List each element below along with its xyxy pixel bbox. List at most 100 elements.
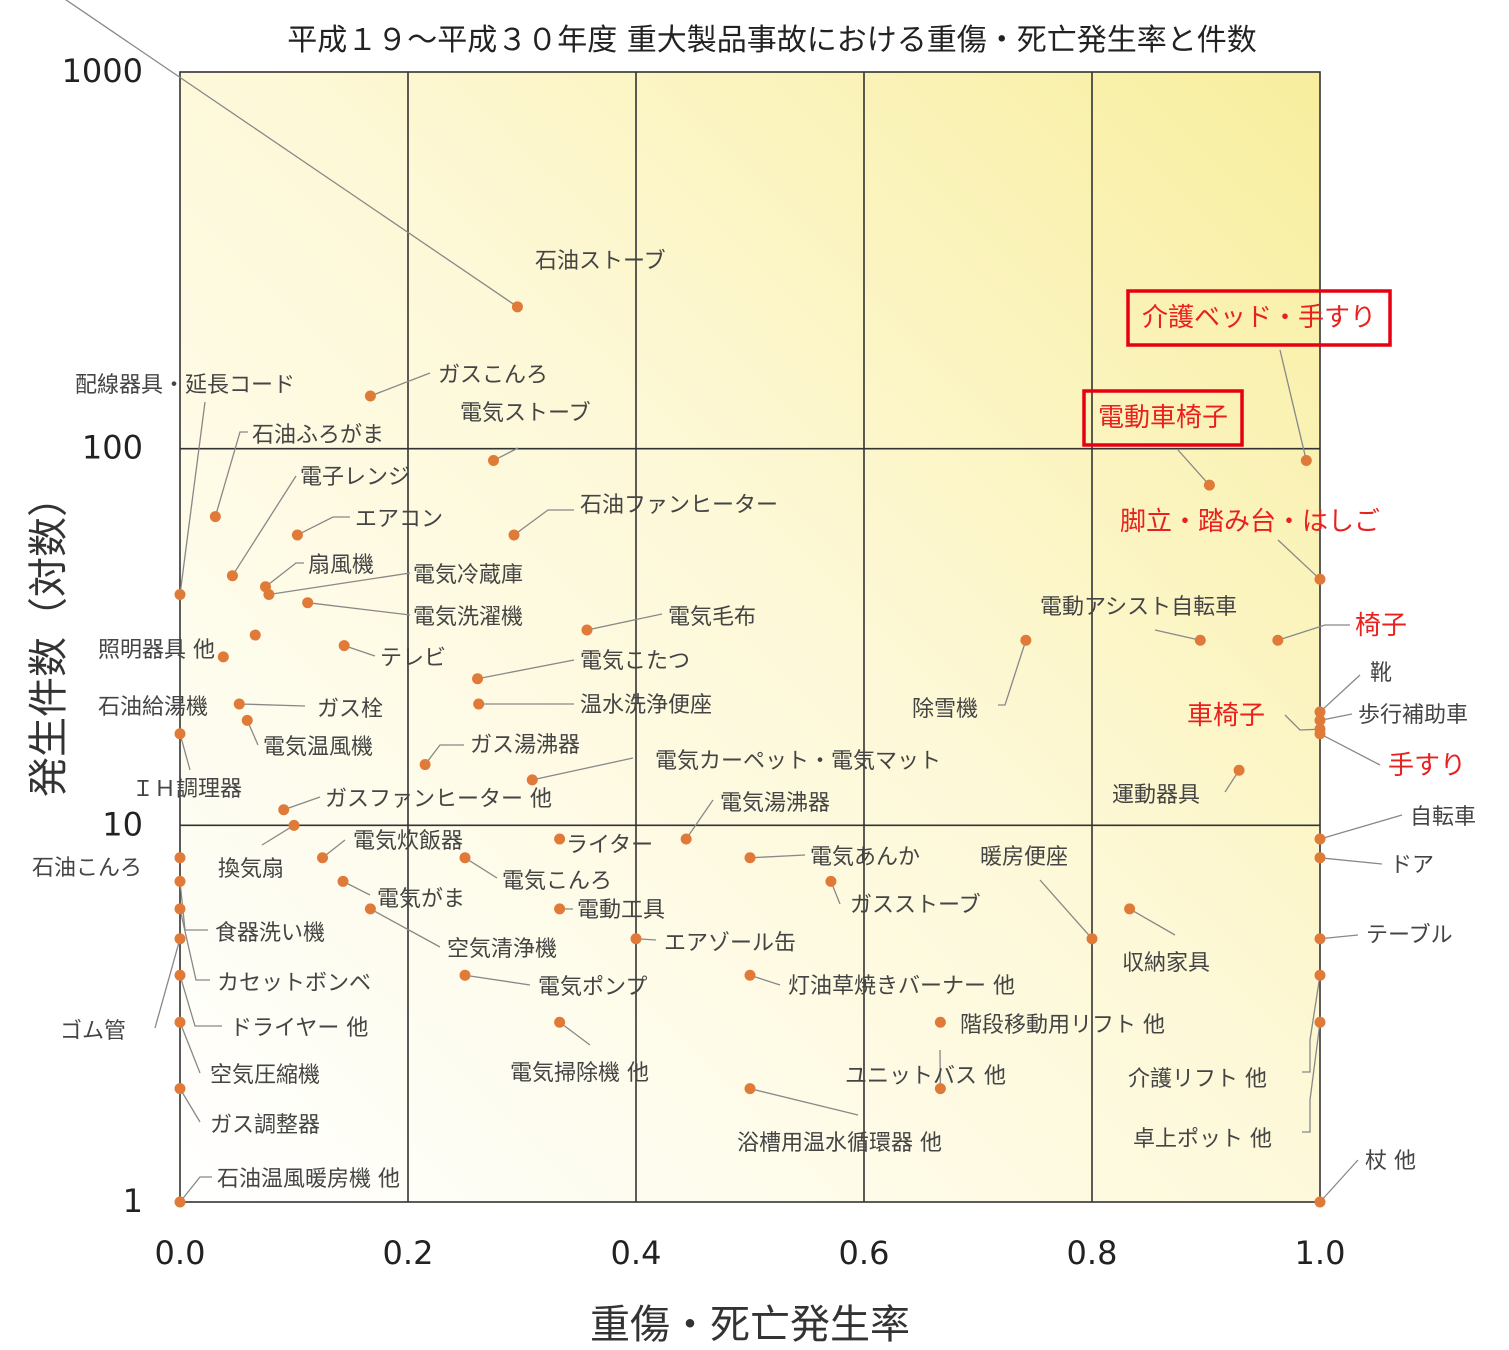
x-axis-title: 重傷・死亡発生率 xyxy=(590,1302,910,1348)
label-杖-他: 杖 他 xyxy=(1365,1149,1416,1174)
leader-ドア xyxy=(1319,857,1383,865)
label-電気湯沸器: 電気湯沸器 xyxy=(720,791,830,816)
leader-石油ストーブ xyxy=(65,0,518,308)
label-テレビ: テレビ xyxy=(380,646,446,671)
point-配線器具-延長コード xyxy=(174,589,186,601)
point-除雪機 xyxy=(1020,634,1032,646)
x-axis-ticks: 0.0 0.2 0.4 0.6 0.8 1.0 xyxy=(155,1234,1346,1272)
leader-暖房便座 xyxy=(1039,879,1093,940)
point-電動工具 xyxy=(554,903,566,915)
leader-ガスこんろ xyxy=(370,372,431,397)
label-電気ポンプ: 電気ポンプ xyxy=(538,975,647,1000)
point-電気カーペット-電気マット xyxy=(526,774,538,786)
point-照明器具-他 xyxy=(249,629,261,641)
point-石油ファンヒーター xyxy=(508,529,520,541)
point-ドア xyxy=(1314,852,1326,864)
leader-除雪機 xyxy=(998,640,1027,706)
point-介護リフト-他 xyxy=(1314,969,1326,981)
label-収納家具: 収納家具 xyxy=(1122,951,1210,976)
chart-title: 平成１９～平成３０年度 重大製品事故における重傷・死亡発生率と件数 xyxy=(287,23,1257,58)
label-運動器具: 運動器具 xyxy=(1112,783,1200,808)
point-石油ふろがま xyxy=(209,511,221,523)
label-介護ベッド-手すり: 介護ベッド・手すり xyxy=(1142,303,1376,333)
label-電気洗濯機: 電気洗濯機 xyxy=(413,605,523,630)
label-電気がま: 電気がま xyxy=(377,887,465,912)
leader-ガス栓 xyxy=(239,703,306,707)
label-石油こんろ: 石油こんろ xyxy=(32,856,142,881)
point-ガス栓 xyxy=(233,698,245,710)
point-ガスこんろ xyxy=(364,390,376,402)
leader-石油ふろがま xyxy=(214,431,248,517)
leader-ガス調整器 xyxy=(179,1088,201,1123)
label-空気清浄機: 空気清浄機 xyxy=(447,937,557,962)
label-温水洗浄便座: 温水洗浄便座 xyxy=(580,693,712,718)
label-石油給湯機: 石油給湯機 xyxy=(98,695,208,720)
label-自転車: 自転車 xyxy=(1410,805,1476,830)
point-電気炊飯器 xyxy=(317,852,328,864)
leader-手すり xyxy=(1319,733,1381,766)
label-電気冷蔵庫: 電気冷蔵庫 xyxy=(413,563,523,588)
point-石油こんろ xyxy=(174,852,186,864)
leader-石油ファンヒーター xyxy=(513,509,574,536)
point-ゴム管 xyxy=(174,933,186,945)
leader-エアコン xyxy=(297,516,350,536)
label-電気カーペット-電気マット: 電気カーペット・電気マット xyxy=(655,749,941,774)
leader-換気扇 xyxy=(261,824,295,846)
label-歩行補助車: 歩行補助車 xyxy=(1358,703,1468,728)
point-食器洗い機 xyxy=(174,875,186,887)
label-電気毛布: 電気毛布 xyxy=(668,605,756,630)
leader-浴槽用温水循環器-他 xyxy=(749,1087,859,1116)
y-tick-10: 10 xyxy=(102,805,143,843)
point-温水洗浄便座 xyxy=(473,698,485,710)
label-電気ストーブ: 電気ストーブ xyxy=(460,401,591,426)
y-tick-1: 1 xyxy=(123,1182,143,1220)
label-手すり: 手すり xyxy=(1388,751,1466,781)
point-ガス湯沸器 xyxy=(419,759,431,771)
point-電気洗濯機 xyxy=(302,597,314,609)
label-ガスこんろ: ガスこんろ xyxy=(438,363,548,388)
label-ライター: ライター xyxy=(566,833,653,858)
point-ガス調整器 xyxy=(174,1083,186,1095)
label-配線器具-延長コード: 配線器具・延長コード xyxy=(75,373,295,398)
leader-空気圧縮機 xyxy=(179,1022,201,1074)
label-靴: 靴 xyxy=(1370,661,1392,686)
leader-卓上ポット-他 xyxy=(1302,1022,1321,1133)
point-電気ポンプ xyxy=(459,969,471,981)
label-カセットボンベ: カセットボンベ xyxy=(217,971,371,996)
point-電気がま xyxy=(337,875,349,887)
point-電気こんろ xyxy=(459,852,471,864)
leader-靴 xyxy=(1319,674,1361,713)
point-エアコン xyxy=(291,529,303,541)
label-石油ふろがま: 石油ふろがま xyxy=(252,423,384,448)
label-介護リフト-他: 介護リフト 他 xyxy=(1128,1067,1267,1092)
point-歩行補助車 xyxy=(1314,714,1326,726)
leader-空気清浄機 xyxy=(370,908,441,948)
leader-電子レンジ xyxy=(231,475,297,577)
leader-電気カーペット-電気マット xyxy=(532,757,634,781)
label-ドライヤー-他: ドライヤー 他 xyxy=(230,1016,368,1041)
label-扇風機: 扇風機 xyxy=(308,553,374,578)
label-車椅子: 車椅子 xyxy=(1187,701,1265,731)
leader-ＩＨ調理器 xyxy=(179,733,191,771)
label-除雪機: 除雪機 xyxy=(912,697,978,722)
data-points xyxy=(174,301,1326,1208)
point-手すり xyxy=(1314,728,1326,740)
point-石油温風暖房機-他 xyxy=(174,1196,186,1208)
point-ドライヤー-他 xyxy=(174,969,186,981)
point-杖-他 xyxy=(1314,1196,1326,1208)
leader-脚立-踏み台-はしご xyxy=(1277,539,1321,580)
label-電気掃除機-他: 電気掃除機 他 xyxy=(510,1061,649,1086)
point-階段移動用リフト-他 xyxy=(934,1016,946,1028)
highlight-box-電動車椅子 xyxy=(1082,389,1244,447)
point-空気清浄機 xyxy=(364,903,376,915)
leader-電気あんか xyxy=(749,854,806,859)
leader-テーブル xyxy=(1319,934,1359,940)
label-電気こたつ: 電気こたつ xyxy=(580,649,690,674)
label-灯油草焼きバーナー-他: 灯油草焼きバーナー 他 xyxy=(788,974,1015,999)
label-ガス調整器: ガス調整器 xyxy=(210,1113,320,1138)
point-カセットボンベ xyxy=(174,903,186,915)
point-ライター xyxy=(554,833,566,845)
label-電子レンジ: 電子レンジ xyxy=(300,465,410,490)
point-電動アシスト自転車 xyxy=(1194,634,1206,646)
